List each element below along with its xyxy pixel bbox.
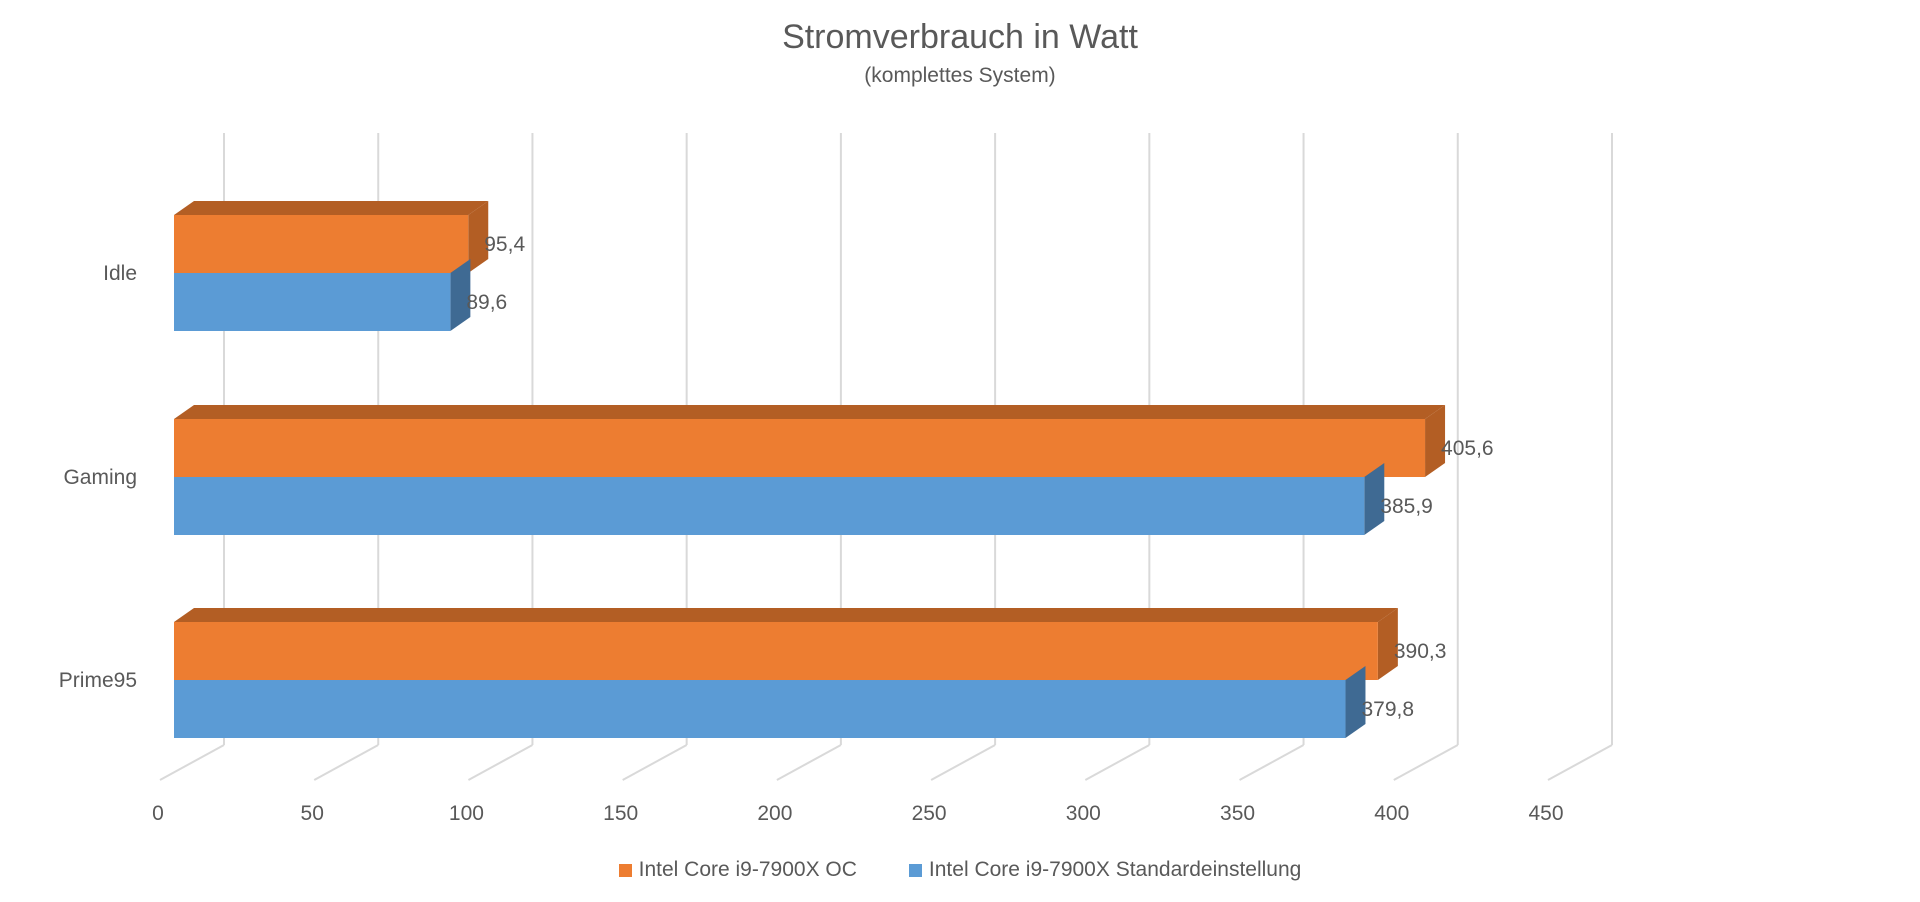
floor-line [1239,744,1305,781]
bar-side [1345,666,1366,738]
bar-top [174,201,489,215]
bar [174,622,1378,680]
x-tick-label: 450 [1528,802,1563,825]
floor-line [1084,744,1150,781]
floor-line [467,744,533,781]
x-tick-label: 350 [1220,802,1255,825]
x-tick-label: 50 [301,802,324,825]
x-tick-label: 400 [1374,802,1409,825]
bar [174,419,1426,477]
floor-line [930,744,996,781]
data-label: 405,6 [1441,437,1494,460]
x-tick-label: 200 [757,802,792,825]
x-tick-label: 150 [603,802,638,825]
legend-item-stock: Intel Core i9-7900X Standardeinstellung [908,858,1302,882]
x-tick-label: 250 [912,802,947,825]
floor-line [776,744,842,781]
floor-line [1547,744,1613,781]
bar-side [1364,463,1385,535]
data-label: 89,6 [466,291,507,314]
data-label: 390,3 [1394,640,1447,663]
chart-title: Stromverbrauch in Watt [782,18,1138,56]
bar [174,273,451,331]
bar [174,477,1365,535]
bar [174,680,1346,738]
bar-top [174,405,1446,419]
data-label: 379,8 [1361,698,1414,721]
data-label: 385,9 [1380,495,1433,518]
legend-label-stock: Intel Core i9-7900X Standardeinstellung [928,858,1302,881]
chart-subtitle: (komplettes System) [864,64,1056,87]
legend-item-oc: Intel Core i9-7900X OC [618,858,857,882]
x-tick-label: 0 [152,802,164,825]
floor-line [622,744,688,781]
bar [174,215,469,273]
category-label: Gaming [63,466,137,489]
data-label: 95,4 [484,233,525,256]
x-tick-label: 100 [449,802,484,825]
bar-side [468,201,489,273]
legend-label-oc: Intel Core i9-7900X OC [638,858,857,881]
floor-line [1393,744,1459,781]
bar-side [1425,405,1446,477]
legend-swatch-stock [908,863,922,877]
floor-line [313,744,379,781]
bar-top [174,608,1398,622]
bar-side [450,259,471,331]
legend-swatch-oc [618,863,632,877]
bar-side [1377,608,1398,680]
category-label: Idle [103,262,137,285]
legend: Intel Core i9-7900X OC Intel Core i9-790… [0,858,1920,882]
category-label: Prime95 [59,669,137,692]
x-tick-label: 300 [1066,802,1101,825]
floor-line [159,744,225,781]
